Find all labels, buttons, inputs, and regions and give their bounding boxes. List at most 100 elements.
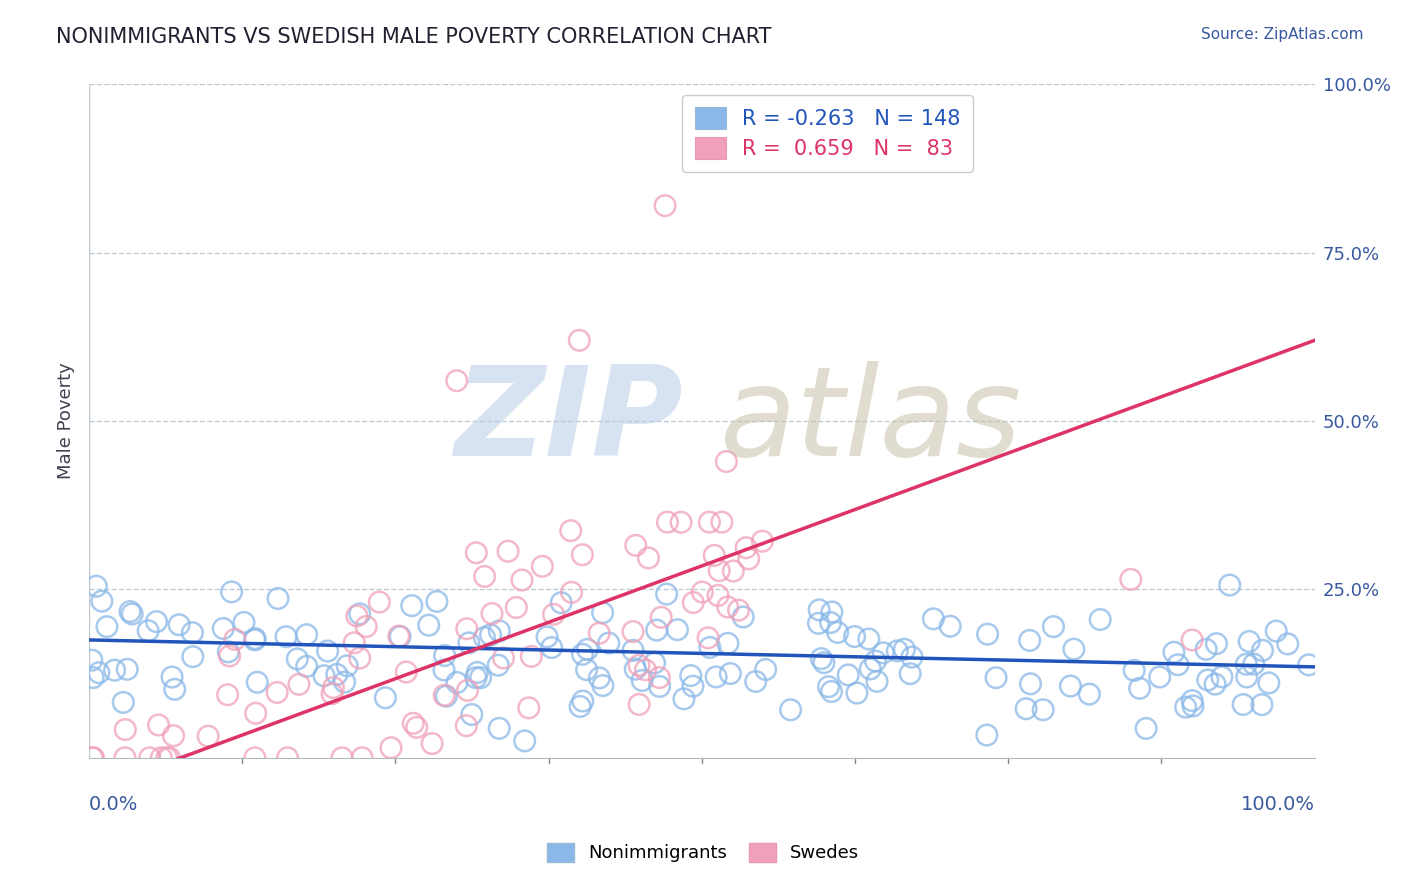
Point <box>434 689 457 703</box>
Point <box>717 599 740 614</box>
Point <box>446 374 468 388</box>
Point <box>859 662 882 676</box>
Point <box>156 751 179 765</box>
Point <box>162 729 184 743</box>
Point <box>893 642 915 657</box>
Point <box>550 596 572 610</box>
Point <box>288 677 311 691</box>
Point <box>505 600 527 615</box>
Point <box>1174 700 1197 714</box>
Point <box>588 626 610 640</box>
Point <box>150 751 173 765</box>
Point <box>488 624 510 638</box>
Point <box>117 662 139 676</box>
Point <box>1251 643 1274 657</box>
Point <box>807 616 830 631</box>
Point <box>343 636 366 650</box>
Point <box>648 680 671 694</box>
Point <box>645 623 668 637</box>
Legend: Nonimmigrants, Swedes: Nonimmigrants, Swedes <box>540 836 866 870</box>
Point <box>1236 670 1258 684</box>
Point <box>418 618 440 632</box>
Point <box>865 654 887 668</box>
Point <box>837 668 859 682</box>
Point <box>148 718 170 732</box>
Point <box>457 683 479 698</box>
Point <box>380 740 402 755</box>
Point <box>1015 702 1038 716</box>
Point <box>496 544 519 558</box>
Text: NONIMMIGRANTS VS SWEDISH MALE POVERTY CORRELATION CHART: NONIMMIGRANTS VS SWEDISH MALE POVERTY CO… <box>56 27 772 46</box>
Point <box>810 651 832 665</box>
Point <box>707 589 730 603</box>
Point <box>433 688 456 702</box>
Point <box>233 615 256 630</box>
Point <box>405 720 427 734</box>
Point <box>433 663 456 677</box>
Point <box>560 585 582 599</box>
Point <box>817 680 839 694</box>
Point <box>349 607 371 621</box>
Point <box>886 644 908 658</box>
Point <box>650 610 672 624</box>
Point <box>710 515 733 529</box>
Point <box>96 620 118 634</box>
Point <box>872 646 894 660</box>
Point <box>510 573 533 587</box>
Point <box>217 688 239 702</box>
Point <box>136 624 159 638</box>
Point <box>433 648 456 663</box>
Point <box>592 606 614 620</box>
Point <box>657 515 679 529</box>
Point <box>575 663 598 677</box>
Point <box>598 636 620 650</box>
Point <box>1234 657 1257 672</box>
Point <box>1167 657 1189 672</box>
Point <box>1181 693 1204 707</box>
Point <box>312 669 335 683</box>
Point <box>621 643 644 657</box>
Point <box>82 751 104 765</box>
Point <box>243 632 266 646</box>
Point <box>246 675 269 690</box>
Point <box>751 534 773 549</box>
Point <box>717 636 740 650</box>
Point <box>1251 698 1274 712</box>
Point <box>679 668 702 682</box>
Point <box>336 658 359 673</box>
Point <box>821 605 844 619</box>
Text: 0.0%: 0.0% <box>89 795 138 814</box>
Point <box>1205 637 1227 651</box>
Point <box>655 587 678 601</box>
Text: Source: ZipAtlas.com: Source: ZipAtlas.com <box>1201 27 1364 42</box>
Text: 100.0%: 100.0% <box>1240 795 1315 814</box>
Point <box>354 619 377 633</box>
Point <box>703 549 725 563</box>
Point <box>456 719 478 733</box>
Point <box>568 334 591 348</box>
Point <box>1211 670 1233 684</box>
Point <box>80 653 103 667</box>
Point <box>160 670 183 684</box>
Point <box>858 632 880 646</box>
Point <box>1204 677 1226 691</box>
Point <box>467 665 489 680</box>
Point <box>267 591 290 606</box>
Point <box>571 548 593 562</box>
Point <box>1018 633 1040 648</box>
Point <box>316 644 339 658</box>
Point <box>628 698 651 712</box>
Point <box>922 612 945 626</box>
Point <box>1059 679 1081 693</box>
Point <box>723 564 745 578</box>
Point <box>461 707 484 722</box>
Point <box>571 648 593 662</box>
Point <box>813 656 835 670</box>
Point <box>588 671 610 685</box>
Point <box>866 674 889 689</box>
Point <box>217 645 239 659</box>
Point <box>167 617 190 632</box>
Point <box>374 690 396 705</box>
Point <box>274 630 297 644</box>
Point <box>592 679 614 693</box>
